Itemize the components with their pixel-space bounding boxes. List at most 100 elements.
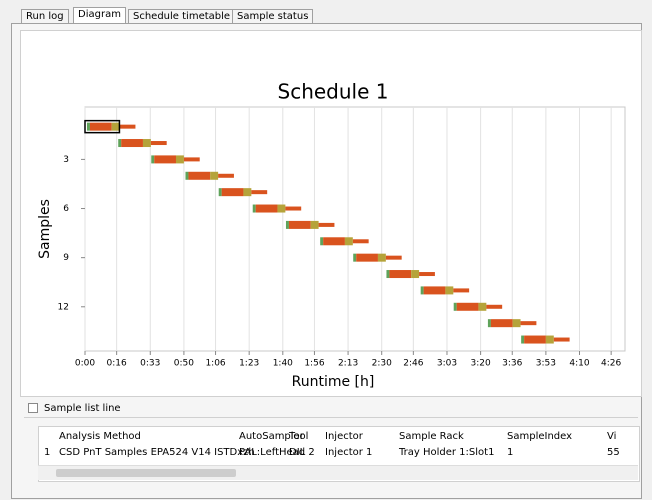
bar-segment	[490, 319, 513, 328]
bar-segment	[356, 253, 378, 262]
bar-segment	[285, 206, 302, 211]
x-tick-label: 4:26	[601, 359, 621, 369]
chart-title: Schedule 1	[278, 80, 389, 104]
bar-segment	[487, 319, 491, 328]
bar-segment	[520, 321, 537, 326]
bar-segment	[486, 304, 503, 309]
bar-segment	[243, 188, 252, 197]
bar-segment	[150, 141, 167, 146]
x-tick-label: 2:13	[338, 359, 358, 369]
bar-segment	[323, 237, 345, 246]
x-tick-label: 3:36	[502, 359, 522, 369]
bar-segment	[318, 222, 335, 227]
y-tick-label: 12	[58, 302, 69, 312]
bar-segment	[344, 237, 353, 246]
bar-segment	[353, 253, 357, 262]
bar-segment	[142, 139, 151, 148]
x-tick-label: 1:56	[304, 359, 324, 369]
bar-segment	[389, 270, 412, 279]
scrollbar[interactable]	[38, 465, 638, 480]
section-title: Sample list line	[44, 403, 121, 414]
y-tick-label: 9	[63, 253, 69, 263]
column-header: Injector	[325, 431, 363, 442]
bar-segment	[456, 302, 479, 311]
tab[interactable]: Run log	[21, 9, 69, 24]
table-cell: 55	[607, 447, 620, 458]
chart-box: Schedule 1 Runtime [h] Samples 0:00 0:16 0…	[20, 30, 642, 397]
x-tick-label: 3:53	[536, 359, 556, 369]
bar-segment	[119, 124, 136, 129]
column-header: Vi	[607, 431, 617, 442]
column-header: Tool	[289, 431, 309, 442]
tab[interactable]: Sample status	[232, 9, 314, 24]
bar-segment	[411, 270, 420, 279]
bar-segment	[288, 220, 311, 229]
bar-segment	[218, 188, 222, 197]
column-header: Sample Rack	[399, 431, 464, 442]
bar-segment	[210, 171, 219, 180]
table-cell: Injector 1	[325, 447, 373, 458]
plot-area	[84, 106, 626, 352]
bar-segment	[121, 139, 143, 148]
table-cell: Tray Holder 1:Slot1	[399, 447, 495, 458]
x-tick-label: 2:30	[372, 359, 392, 369]
bar-segment	[86, 122, 90, 131]
bar-segment	[310, 220, 319, 229]
bar-segment	[386, 270, 390, 279]
bar-segment	[252, 204, 256, 213]
x-tick-label: 0:50	[174, 359, 194, 369]
bar-segment	[545, 335, 554, 344]
tab[interactable]: Schedule timetable	[128, 9, 236, 24]
x-tick-label: 1:06	[205, 359, 225, 369]
bar-segment	[221, 188, 244, 197]
x-tick-label: 3:03	[437, 359, 457, 369]
bar-segment	[251, 190, 268, 195]
table-cell: PAL:LeftHead	[239, 447, 306, 458]
x-tick-label: 4:10	[569, 359, 589, 369]
x-tick-label: 2:46	[403, 359, 423, 369]
tab[interactable]: Diagram	[73, 7, 126, 24]
bar-segment	[255, 204, 278, 213]
scroll-thumb[interactable]	[56, 469, 236, 477]
y-axis-label: Samples	[37, 199, 53, 259]
column-header: AutoSampler	[239, 431, 304, 442]
table-cell: 1	[44, 447, 51, 458]
bar-segment	[524, 335, 546, 344]
bar-segment	[377, 253, 386, 262]
x-tick-label: 1:40	[273, 359, 293, 369]
bar-segment	[89, 122, 112, 131]
bar-segment	[423, 286, 446, 295]
bar-segment	[151, 155, 155, 164]
bar-segment	[521, 335, 525, 344]
y-tick-label: 3	[63, 155, 69, 165]
x-tick-label: 0:00	[75, 359, 95, 369]
bar-segment	[512, 319, 521, 328]
x-tick-label: 0:33	[140, 359, 160, 369]
bar-segment	[111, 122, 120, 131]
bar-segment	[352, 239, 369, 244]
table-cell: CSD PnT Samples EPA524 V14 ISTDxzh	[59, 447, 255, 458]
x-axis-label: Runtime [h]	[292, 374, 375, 390]
bar-segment	[188, 171, 211, 180]
column-header: SampleIndex	[507, 431, 573, 442]
bar-segment	[320, 237, 324, 246]
bar-segment	[385, 255, 402, 260]
table-cell: DIL 2	[289, 447, 315, 458]
bar-segment	[553, 337, 570, 342]
bar-segment	[154, 155, 176, 164]
bar-segment	[218, 173, 234, 178]
x-tick-label: 3:20	[470, 359, 490, 369]
table-cell: 1	[507, 447, 514, 458]
bar-segment	[118, 139, 122, 148]
bar-segment	[277, 204, 286, 213]
section-header[interactable]: Sample list line	[24, 401, 638, 418]
bar-segment	[453, 288, 470, 293]
collapse-button[interactable]	[28, 403, 38, 413]
bar-segment	[285, 220, 289, 229]
x-tick-label: 0:16	[107, 359, 127, 369]
chart: Schedule 1 Runtime [h] Samples 0:00 0:16 0…	[37, 80, 626, 390]
bar-segment	[183, 157, 200, 162]
bar-segment	[175, 155, 184, 164]
bar-segment	[478, 302, 487, 311]
